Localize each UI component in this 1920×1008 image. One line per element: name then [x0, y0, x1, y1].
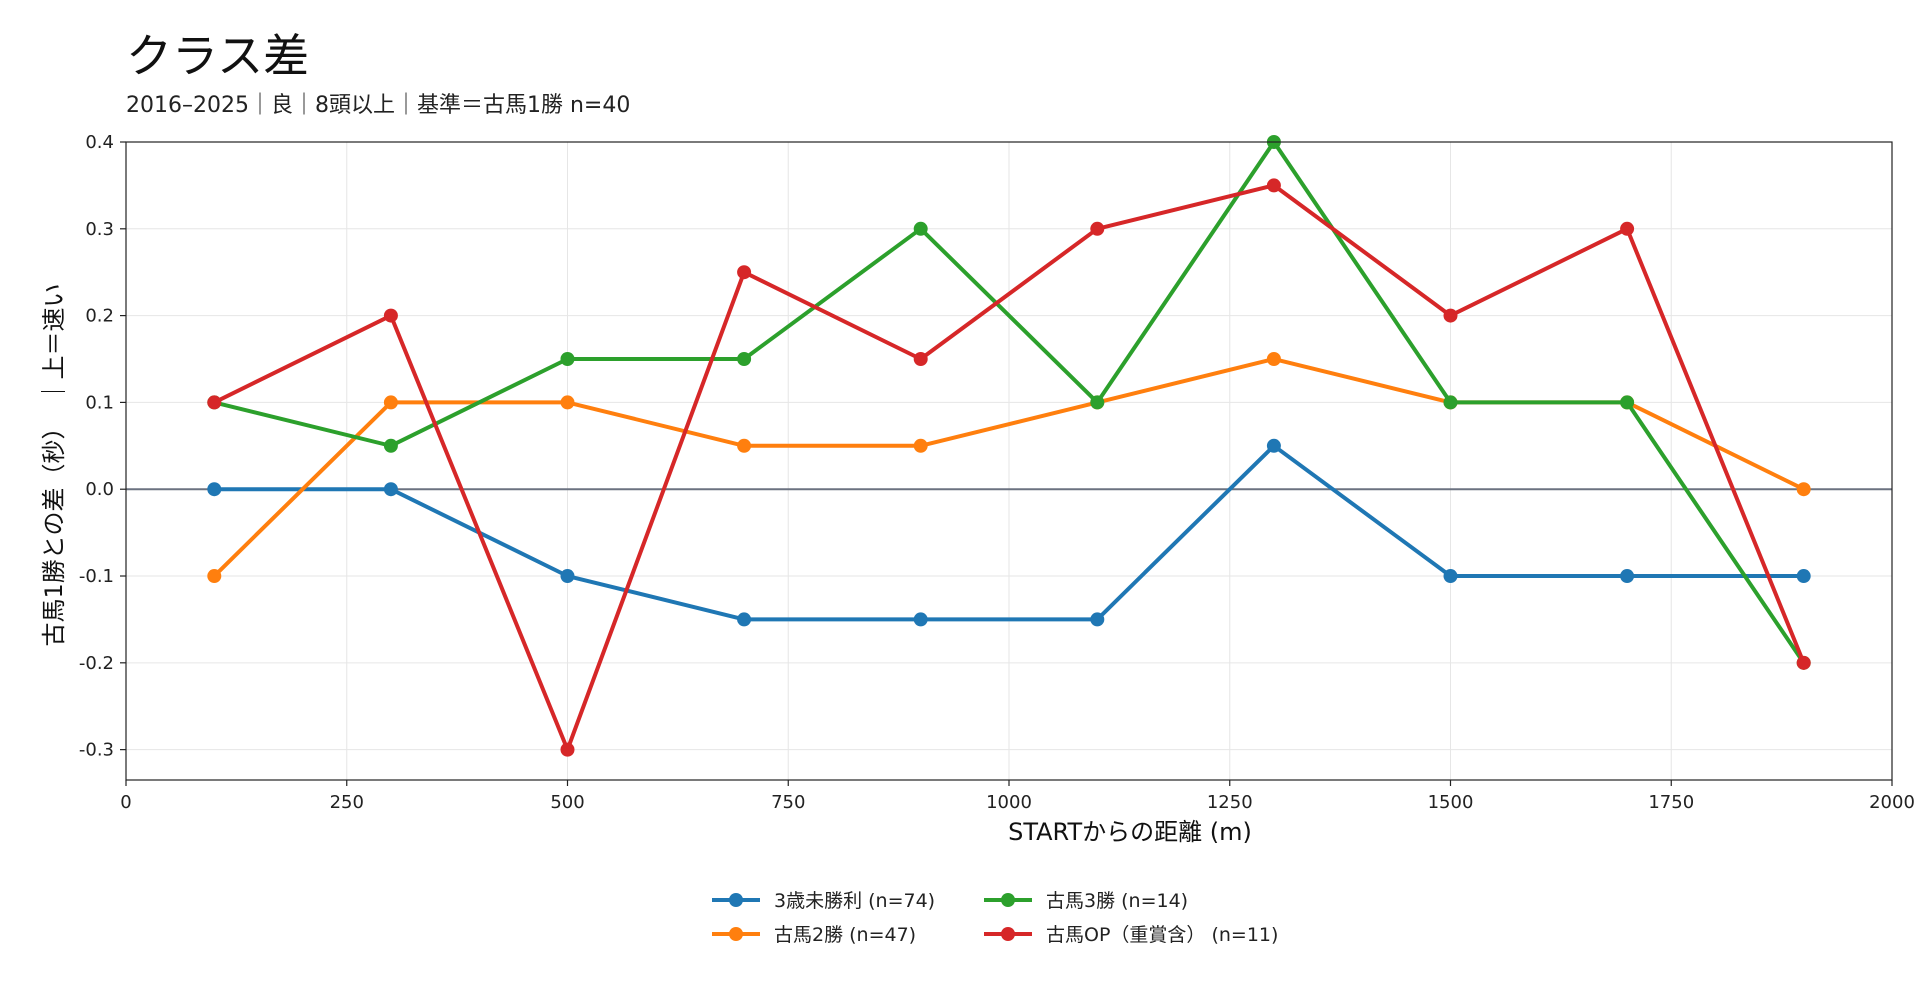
chart-title: クラス差 — [126, 29, 309, 83]
data-point — [1090, 222, 1104, 236]
data-point — [1620, 395, 1634, 409]
data-point — [384, 395, 398, 409]
data-point — [914, 439, 928, 453]
y-tick-label: 0.4 — [85, 132, 114, 153]
data-point — [737, 612, 751, 626]
y-tick-label: 0.1 — [85, 392, 114, 413]
legend-label: 3歳未勝利 (n=74) — [774, 890, 935, 912]
data-point — [561, 743, 575, 757]
legend-marker — [1001, 927, 1015, 941]
data-point — [207, 395, 221, 409]
data-point — [384, 309, 398, 323]
y-tick-label: -0.1 — [79, 566, 114, 587]
x-tick-label: 1750 — [1648, 792, 1694, 813]
x-tick-label: 0 — [120, 792, 131, 813]
y-axis-label: 古馬1勝との差（秒） ｜上＝速い — [40, 283, 68, 646]
data-point — [914, 612, 928, 626]
legend-item: 3歳未勝利 (n=74) — [712, 890, 935, 912]
data-point — [207, 482, 221, 496]
data-point — [384, 439, 398, 453]
legend-item: 古馬OP（重賞含） (n=11) — [984, 924, 1278, 946]
legend-marker — [729, 893, 743, 907]
data-point — [561, 395, 575, 409]
data-point — [1090, 395, 1104, 409]
data-point — [1797, 569, 1811, 583]
data-point — [561, 569, 575, 583]
legend-item: 古馬3勝 (n=14) — [984, 890, 1188, 912]
data-point — [737, 352, 751, 366]
x-tick-label: 1500 — [1428, 792, 1474, 813]
y-tick-label: 0.3 — [85, 219, 114, 240]
data-point — [737, 265, 751, 279]
data-point — [1797, 656, 1811, 670]
data-point — [737, 439, 751, 453]
x-tick-label: 1250 — [1207, 792, 1253, 813]
x-tick-label: 2000 — [1869, 792, 1915, 813]
legend-label: 古馬3勝 (n=14) — [1046, 890, 1188, 912]
data-point — [914, 352, 928, 366]
x-tick-label: 1000 — [986, 792, 1032, 813]
legend-label: 古馬2勝 (n=47) — [774, 924, 916, 946]
legend-marker — [1001, 893, 1015, 907]
data-point — [384, 482, 398, 496]
data-point — [561, 352, 575, 366]
y-tick-label: 0.2 — [85, 306, 114, 327]
data-point — [1267, 352, 1281, 366]
legend-label: 古馬OP（重賞含） (n=11) — [1046, 924, 1278, 946]
data-point — [1444, 309, 1458, 323]
data-point — [1620, 222, 1634, 236]
legend-item: 古馬2勝 (n=47) — [712, 924, 916, 946]
data-point — [1620, 569, 1634, 583]
legend: 3歳未勝利 (n=74) 古馬2勝 (n=47) 古馬3勝 (n=14) 古馬OP（重… — [712, 890, 1278, 946]
y-tick-label: -0.3 — [79, 740, 114, 761]
data-point — [1090, 612, 1104, 626]
grid — [126, 142, 1892, 780]
y-tick-label: 0.0 — [85, 479, 114, 500]
chart-subtitle: 2016–2025｜良｜8頭以上｜基準＝古馬1勝 n=40 — [126, 93, 630, 118]
data-point — [1267, 178, 1281, 192]
data-point — [1444, 569, 1458, 583]
data-point — [1797, 482, 1811, 496]
legend-marker — [729, 927, 743, 941]
x-tick-label: 750 — [771, 792, 805, 813]
x-tick-label: 250 — [330, 792, 364, 813]
data-point — [1444, 395, 1458, 409]
data-point — [914, 222, 928, 236]
x-axis-label: STARTからの距離 (m) — [1008, 818, 1252, 846]
x-axis-ticks: 0 250 500 750 1000 1250 1500 1750 2000 — [120, 780, 1915, 813]
y-tick-label: -0.2 — [79, 653, 114, 674]
data-point — [207, 569, 221, 583]
y-axis-ticks: -0.3 -0.2 -0.1 0.0 0.1 0.2 0.3 0.4 — [79, 132, 126, 761]
data-point — [1267, 439, 1281, 453]
x-tick-label: 500 — [550, 792, 584, 813]
